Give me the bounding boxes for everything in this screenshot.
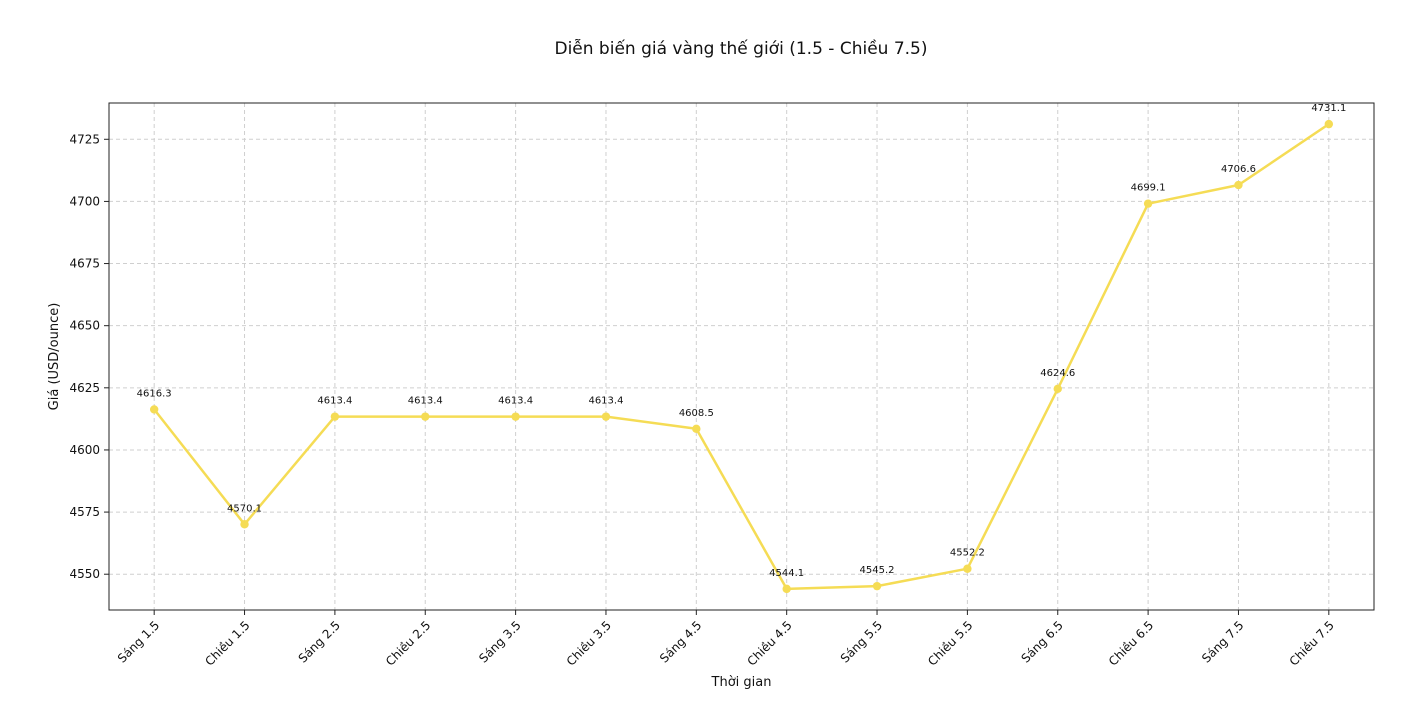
x-tick-label: Sáng 6.5 — [1018, 618, 1065, 665]
data-label: 4552.2 — [950, 548, 985, 559]
x-tick-label: Chiều 1.5 — [202, 618, 252, 668]
data-point — [963, 564, 972, 573]
y-axis-title: Giá (USD/ounce) — [47, 303, 62, 411]
x-tick-label: Sáng 4.5 — [657, 618, 704, 665]
data-label: 4544.1 — [769, 568, 804, 579]
data-point — [149, 405, 159, 414]
data-point — [601, 412, 611, 421]
grid-layer — [109, 103, 1374, 610]
y-tick-label: 4625 — [69, 381, 100, 395]
x-tick-label: Chiều 5.5 — [925, 618, 975, 668]
data-label: 4545.2 — [860, 565, 895, 576]
x-axis-title: Thời gian — [711, 675, 772, 690]
data-point — [330, 412, 340, 421]
data-label: 4706.6 — [1221, 164, 1256, 175]
x-tick-label: Chiều 7.5 — [1287, 618, 1337, 668]
data-point — [1143, 199, 1153, 208]
data-point — [1234, 180, 1243, 190]
x-tick-label: Sáng 5.5 — [838, 618, 885, 665]
data-point — [782, 584, 791, 594]
data-label: 4570.1 — [227, 503, 262, 514]
data-point — [421, 412, 430, 421]
y-axis: 4550 4575 4600 4625 4650 4675 4700 4725 — [69, 132, 109, 581]
data-label: 4613.4 — [408, 396, 443, 407]
y-tick-label: 4725 — [69, 132, 100, 146]
data-point — [692, 424, 701, 434]
data-point — [240, 520, 249, 529]
y-tick-label: 4550 — [69, 567, 100, 581]
x-tick-label: Chiều 6.5 — [1106, 618, 1156, 668]
data-label: 4624.6 — [1040, 368, 1075, 379]
series-layer — [149, 119, 1334, 594]
y-tick-label: 4675 — [69, 257, 100, 271]
data-label: 4613.4 — [588, 396, 623, 407]
x-tick-label: Sáng 2.5 — [296, 618, 343, 665]
data-point — [511, 412, 520, 421]
data-label: 4699.1 — [1131, 183, 1166, 194]
data-label: 4613.4 — [498, 396, 533, 407]
x-tick-label: Sáng 3.5 — [476, 618, 523, 665]
data-point — [1324, 119, 1334, 129]
x-tick-label: Chiều 4.5 — [744, 618, 794, 668]
data-label: 4613.4 — [317, 396, 352, 407]
plot-frame — [108, 102, 1375, 611]
y-tick-label: 4650 — [69, 319, 100, 333]
y-tick-label: 4600 — [69, 443, 100, 457]
x-tick-label: Chiều 2.5 — [383, 618, 433, 668]
chart-title: Diễn biến giá vàng thế giới (1.5 - Chiều… — [554, 38, 927, 59]
x-tick-label: Sáng 7.5 — [1199, 618, 1246, 665]
data-label: 4731.1 — [1311, 103, 1346, 114]
y-tick-label: 4700 — [69, 194, 100, 208]
y-tick-label: 4575 — [69, 505, 100, 519]
data-label: 4616.3 — [137, 388, 172, 399]
x-axis: Sáng 1.5 Chiều 1.5 Sáng 2.5 Chiều 2.5 Sáng 3… — [115, 610, 1337, 669]
data-point — [872, 581, 882, 591]
x-tick-label: Sáng 1.5 — [115, 618, 162, 665]
x-tick-label: Chiều 3.5 — [564, 618, 614, 668]
data-label-layer: 4616.3 4570.1 4613.4 4613.4 4613.4 4613.4 4608… — [137, 103, 1347, 579]
data-point — [1053, 384, 1062, 394]
series-line — [153, 123, 1330, 591]
data-label: 4608.5 — [679, 408, 714, 419]
